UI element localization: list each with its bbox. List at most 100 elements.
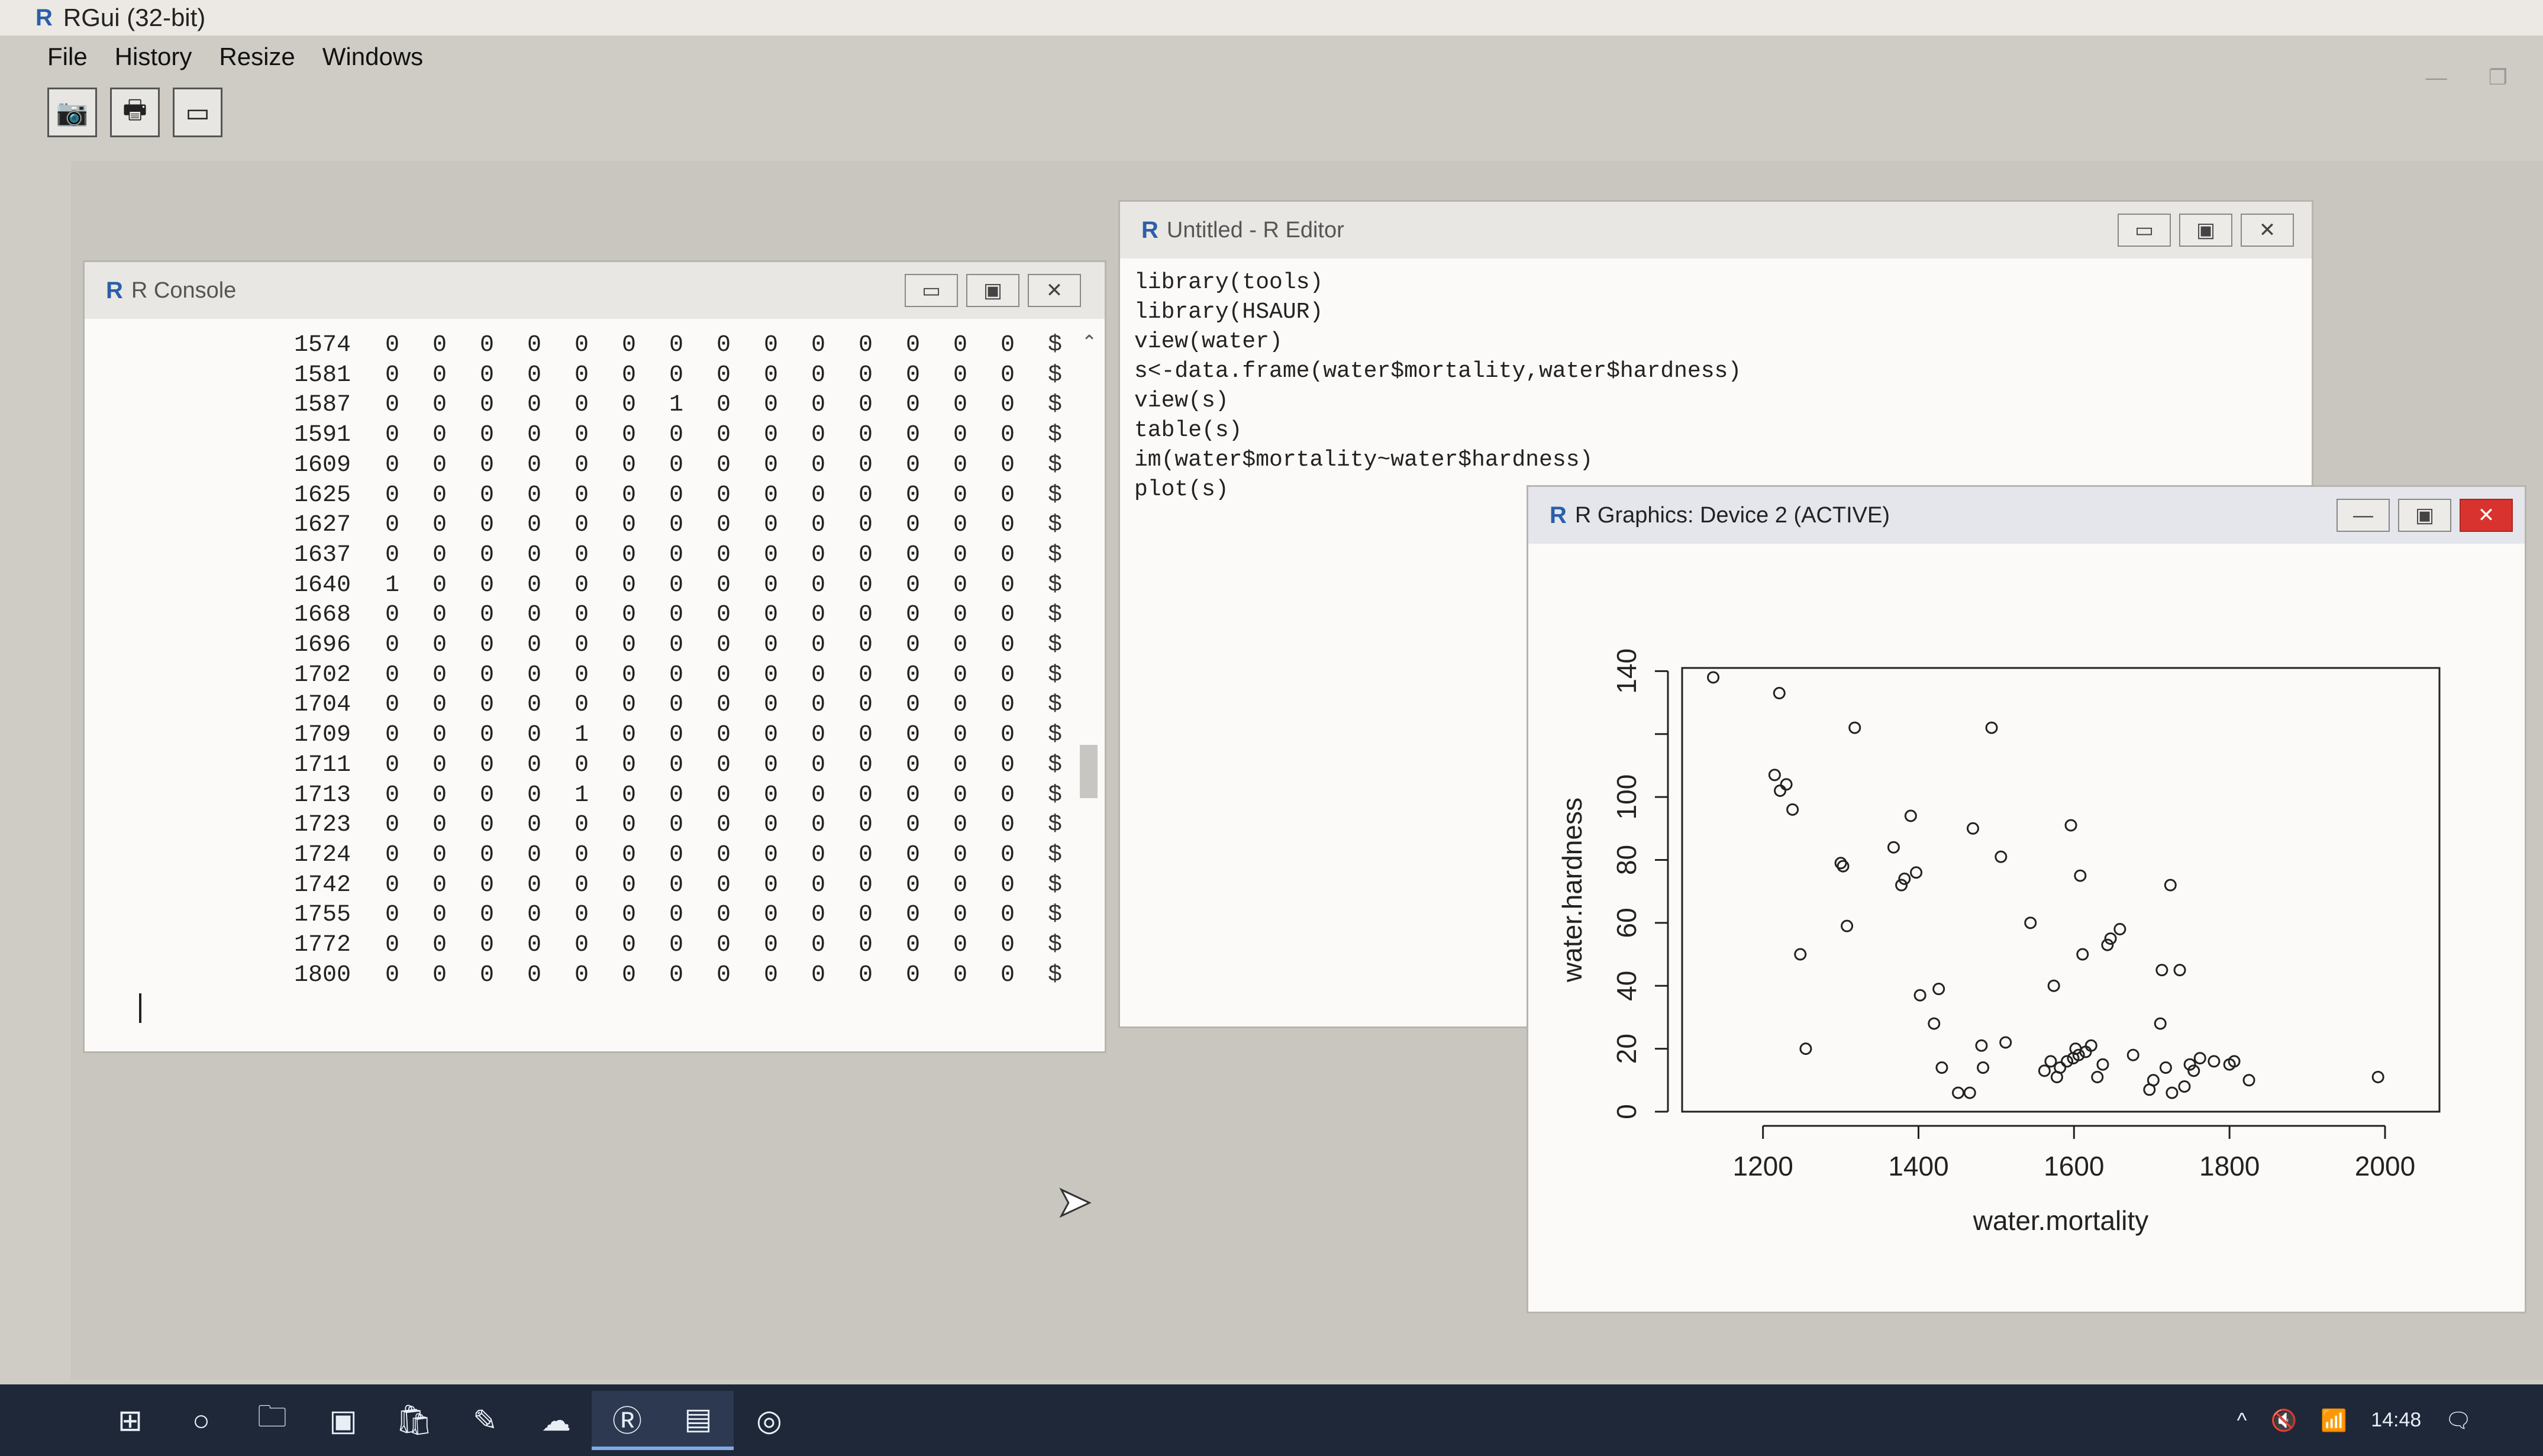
app-titlebar[interactable]: R RGui (32-bit) bbox=[0, 0, 2543, 35]
console-output[interactable]: 1574 0 0 0 0 0 0 0 0 0 0 0 0 0 0 $1581 0 0 0 0 0 0 0 0 0 0 0 0 0 0 $15… bbox=[85, 319, 1105, 1051]
search-taskbar-icon[interactable]: ○ bbox=[192, 1403, 211, 1437]
cell-value: 0 bbox=[669, 692, 683, 719]
cell-value: 1 bbox=[574, 782, 589, 809]
cell-value: 0 bbox=[1000, 632, 1015, 659]
row-dollar: $ bbox=[1047, 871, 1062, 899]
start-taskbar-icon[interactable]: ⊞ bbox=[118, 1403, 143, 1437]
frame-restore-button[interactable]: ❐ bbox=[2488, 65, 2507, 89]
data-point bbox=[1966, 822, 1979, 835]
cell-value: 0 bbox=[1000, 541, 1015, 569]
toolbar: 📷 🖶 ▭ bbox=[47, 88, 222, 137]
console-maximize-button[interactable]: ▣ bbox=[966, 274, 1019, 307]
menu-file[interactable]: File bbox=[47, 43, 88, 70]
cell-value: 0 bbox=[621, 932, 636, 959]
cell-value: 0 bbox=[527, 451, 541, 479]
chrome-taskbar-icon[interactable]: ◎ bbox=[756, 1403, 782, 1437]
cell-value: 0 bbox=[858, 871, 873, 899]
cell-value: 0 bbox=[858, 512, 873, 539]
menu-history[interactable]: History bbox=[114, 43, 192, 70]
data-point bbox=[2178, 1080, 2191, 1093]
cell-value: 0 bbox=[621, 841, 636, 869]
window-icon[interactable]: ▭ bbox=[173, 88, 222, 137]
x-tick-label: 1200 bbox=[1733, 1151, 1793, 1181]
tray-chevron-icon[interactable]: ^ bbox=[2237, 1407, 2247, 1432]
cell-value: 0 bbox=[385, 361, 399, 389]
console-scrollbar[interactable]: ⌃ bbox=[1077, 331, 1101, 1004]
menu-resize[interactable]: Resize bbox=[219, 43, 295, 70]
console-row: 1591 0 0 0 0 0 0 0 0 0 0 0 0 0 0 $ bbox=[274, 421, 1079, 451]
editor-maximize-button[interactable]: ▣ bbox=[2179, 214, 2232, 247]
console-minimize-button[interactable]: ▭ bbox=[905, 274, 958, 307]
data-point bbox=[1794, 948, 1807, 961]
cell-value: 0 bbox=[621, 392, 636, 419]
menu-windows[interactable]: Windows bbox=[322, 43, 424, 70]
app-4-taskbar-icon[interactable]: ✎ bbox=[473, 1403, 498, 1437]
cell-value: 0 bbox=[479, 512, 494, 539]
row-dollar: $ bbox=[1047, 661, 1062, 689]
camera-icon[interactable]: 📷 bbox=[47, 88, 97, 137]
notepad-taskbar-icon[interactable]: ▤ bbox=[663, 1390, 734, 1450]
graphics-minimize-button[interactable]: — bbox=[2337, 499, 2390, 532]
cell-value: 0 bbox=[1000, 602, 1015, 629]
cell-value: 0 bbox=[527, 541, 541, 569]
store-taskbar-icon[interactable]: 🛍 bbox=[395, 1403, 433, 1436]
console-row: 1772 0 0 0 0 0 0 0 0 0 0 0 0 0 0 $ bbox=[274, 931, 1079, 961]
r-gui-taskbar-icon[interactable]: Ⓡ bbox=[592, 1390, 663, 1450]
cell-value: 0 bbox=[953, 361, 967, 389]
data-point bbox=[1913, 989, 1926, 1002]
cell-value: 0 bbox=[811, 812, 825, 839]
app-2-taskbar-icon[interactable]: ▣ bbox=[329, 1403, 357, 1437]
y-tick-label: 60 bbox=[1611, 908, 1642, 938]
notifications-icon[interactable]: 🗨 bbox=[2445, 1407, 2472, 1432]
cell-value: 0 bbox=[669, 361, 683, 389]
cell-value: 0 bbox=[385, 332, 399, 359]
scroll-up-icon[interactable]: ⌃ bbox=[1081, 331, 1098, 353]
row-dollar: $ bbox=[1047, 392, 1062, 419]
console-row: 1755 0 0 0 0 0 0 0 0 0 0 0 0 0 0 $ bbox=[274, 900, 1079, 931]
frame-minimize-button[interactable]: — bbox=[2425, 65, 2447, 89]
volume-muted-icon[interactable]: 🔇 bbox=[2270, 1407, 2297, 1432]
data-point bbox=[1887, 841, 1900, 854]
cell-value: 0 bbox=[763, 751, 778, 779]
console-row: 1627 0 0 0 0 0 0 0 0 0 0 0 0 0 0 $ bbox=[274, 511, 1079, 541]
data-point bbox=[1928, 1017, 1941, 1030]
data-point bbox=[2101, 938, 2114, 951]
code-line: view(water) bbox=[1134, 329, 1283, 354]
graphics-maximize-button[interactable]: ▣ bbox=[2398, 499, 2451, 532]
row-dollar: $ bbox=[1047, 961, 1062, 989]
r-logo-icon: R bbox=[36, 4, 53, 31]
cell-value: 0 bbox=[716, 512, 731, 539]
cell-value: 0 bbox=[479, 572, 494, 599]
cell-value: 0 bbox=[432, 841, 447, 869]
cell-value: 0 bbox=[953, 451, 967, 479]
cell-value: 0 bbox=[763, 632, 778, 659]
cell-value: 0 bbox=[669, 512, 683, 539]
app-5-taskbar-icon[interactable]: ☁ bbox=[541, 1403, 571, 1437]
editor-minimize-button[interactable]: ▭ bbox=[2118, 214, 2171, 247]
cell-value: 0 bbox=[621, 902, 636, 929]
console-close-button[interactable]: ✕ bbox=[1028, 274, 1081, 307]
row-id: 1723 bbox=[293, 812, 351, 839]
code-line: library(tools) bbox=[1134, 270, 1324, 295]
cell-value: 0 bbox=[432, 692, 447, 719]
cell-value: 0 bbox=[527, 932, 541, 959]
cell-value: 0 bbox=[953, 961, 967, 989]
cell-value: 0 bbox=[669, 841, 683, 869]
cell-value: 0 bbox=[763, 332, 778, 359]
tray-clock[interactable]: 14:48 bbox=[2371, 1409, 2422, 1431]
console-row: 1587 0 0 0 0 0 0 1 0 0 0 0 0 0 0 $ bbox=[274, 390, 1079, 421]
editor-close-button[interactable]: ✕ bbox=[2241, 214, 2294, 247]
wifi-icon[interactable]: 📶 bbox=[2321, 1407, 2348, 1432]
editor-titlebar[interactable]: R Untitled - R Editor bbox=[1120, 202, 2312, 259]
cell-value: 0 bbox=[716, 361, 731, 389]
file-explorer-taskbar-icon[interactable]: 🗀 bbox=[257, 1400, 287, 1433]
cell-value: 0 bbox=[858, 841, 873, 869]
cell-value: 0 bbox=[669, 782, 683, 809]
graphics-close-button[interactable]: ✕ bbox=[2460, 499, 2513, 532]
cell-value: 0 bbox=[811, 932, 825, 959]
scroll-thumb[interactable] bbox=[1080, 745, 1098, 798]
printer-icon[interactable]: 🖶 bbox=[110, 88, 160, 137]
cell-value: 0 bbox=[432, 451, 447, 479]
cell-value: 0 bbox=[811, 422, 825, 449]
